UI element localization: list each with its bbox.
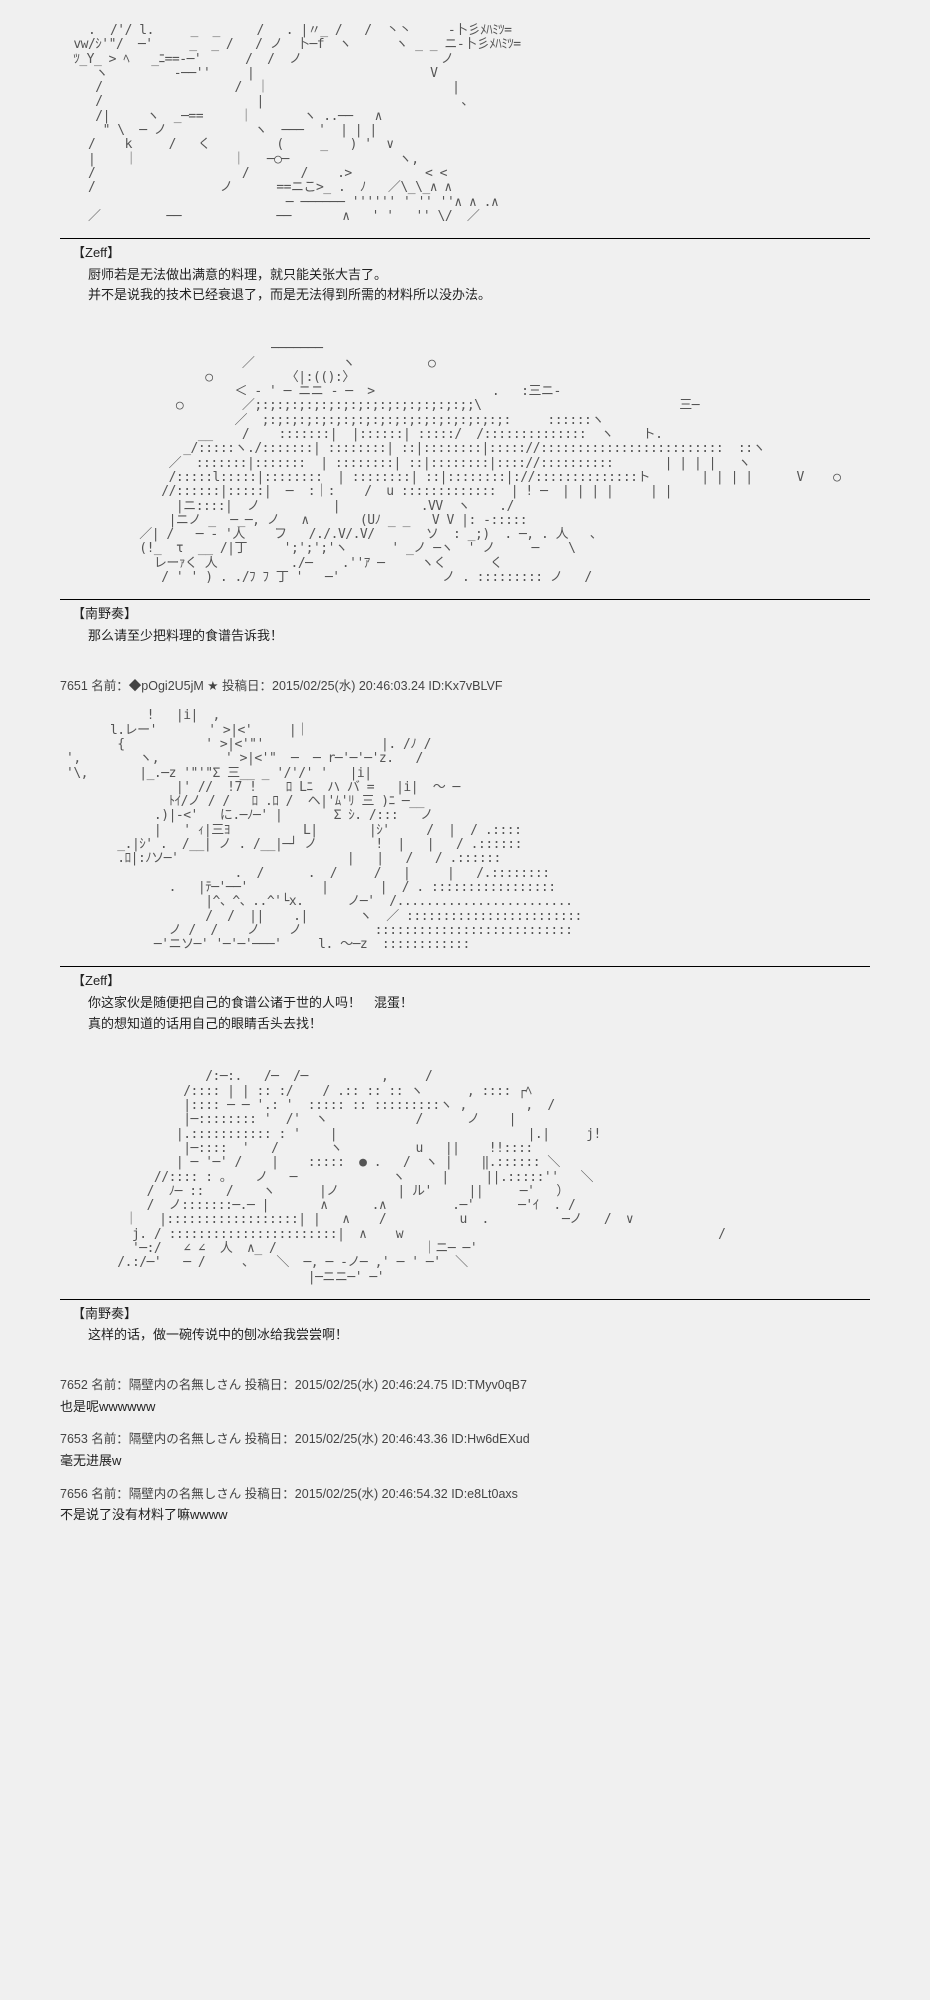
post-date: 投稿日：2015/02/25(水) 20:46:03.24	[222, 679, 425, 693]
ascii-art: ─────── ／ ヽ ○ ○ 〈|:(():〉 ＜ - ' ─ ニニ - ─ …	[60, 336, 870, 591]
ascii-art: ! |i| , l.レー' ' >|<' |｜ { ' >|<'"' |. /ﾉ…	[60, 703, 870, 958]
post-date: 投稿日：2015/02/25(水) 20:46:43.36	[245, 1432, 448, 1446]
divider	[60, 966, 870, 967]
story-block: ! |i| , l.レー' ' >|<' |｜ { ' >|<'"' |. /ﾉ…	[60, 703, 870, 1034]
post-name: 名前：◆pOgi2U5jM ★	[91, 679, 218, 693]
post-name: 名前：隔壁内の名無しさん	[91, 1432, 241, 1446]
post-number: 7653	[60, 1432, 88, 1446]
dialogue-text: 这样的话，做一碗传说中的刨冰给我尝尝啊！	[88, 1325, 870, 1346]
post-number: 7651	[60, 679, 88, 693]
ascii-art: /:─:. /─ /─ , / /:::: | | :: :/ / .:: ::…	[60, 1064, 870, 1290]
post-id: ID:Kx7vBLVF	[428, 679, 502, 693]
reply-body: 毫无进展w	[60, 1451, 870, 1471]
speaker-label: 【南野奏】	[72, 604, 870, 624]
post-name: 名前：隔壁内の名無しさん	[91, 1487, 241, 1501]
reply-header: 7653 名前：隔壁内の名無しさん 投稿日：2015/02/25(水) 20:4…	[60, 1430, 870, 1449]
divider	[60, 238, 870, 239]
divider	[60, 1299, 870, 1300]
speaker-label: 【Zeff】	[72, 971, 870, 991]
dialogue-text: 你这家伙是随便把自己的食谱公诸于世的人吗！ 混蛋！ 真的想知道的话用自己的眼睛舌…	[88, 993, 870, 1035]
post-date: 投稿日：2015/02/25(水) 20:46:24.75	[245, 1378, 448, 1392]
post-id: ID:e8Lt0axs	[451, 1487, 518, 1501]
reply-body: 不是说了没有材料了嘛wwww	[60, 1505, 870, 1525]
story-block: ─────── ／ ヽ ○ ○ 〈|:(():〉 ＜ - ' ─ ニニ - ─ …	[60, 336, 870, 646]
ascii-art: . /'/ l. _ _ / . |〃_ / / 丶丶 -卜彡ﾒﾊﾐﾂ= vw/…	[60, 18, 870, 230]
dialogue-text: 那么请至少把料理的食谱告诉我！	[88, 626, 870, 647]
dialogue-text: 厨师若是无法做出满意的料理，就只能关张大吉了。 并不是说我的技术已经衰退了，而是…	[88, 265, 870, 307]
reply-header: 7656 名前：隔壁内の名無しさん 投稿日：2015/02/25(水) 20:4…	[60, 1485, 870, 1504]
reply: 7653 名前：隔壁内の名無しさん 投稿日：2015/02/25(水) 20:4…	[60, 1430, 870, 1470]
post-number: 7652	[60, 1378, 88, 1392]
post-id: ID:Hw6dEXud	[451, 1432, 530, 1446]
story-block: . /'/ l. _ _ / . |〃_ / / 丶丶 -卜彡ﾒﾊﾐﾂ= vw/…	[60, 18, 870, 306]
story-block: /:─:. /─ /─ , / /:::: | | :: :/ / .:: ::…	[60, 1064, 870, 1346]
reply-body: 也是呢wwwwww	[60, 1397, 870, 1417]
post-name: 名前：隔壁内の名無しさん	[91, 1378, 241, 1392]
reply: 7652 名前：隔壁内の名無しさん 投稿日：2015/02/25(水) 20:4…	[60, 1376, 870, 1416]
post-header: 7651 名前：◆pOgi2U5jM ★ 投稿日：2015/02/25(水) 2…	[60, 677, 870, 696]
post-id: ID:TMyv0qB7	[451, 1378, 527, 1392]
speaker-label: 【Zeff】	[72, 243, 870, 263]
post-date: 投稿日：2015/02/25(水) 20:46:54.32	[245, 1487, 448, 1501]
post-number: 7656	[60, 1487, 88, 1501]
speaker-label: 【南野奏】	[72, 1304, 870, 1324]
reply-header: 7652 名前：隔壁内の名無しさん 投稿日：2015/02/25(水) 20:4…	[60, 1376, 870, 1395]
reply: 7656 名前：隔壁内の名無しさん 投稿日：2015/02/25(水) 20:4…	[60, 1485, 870, 1525]
divider	[60, 599, 870, 600]
